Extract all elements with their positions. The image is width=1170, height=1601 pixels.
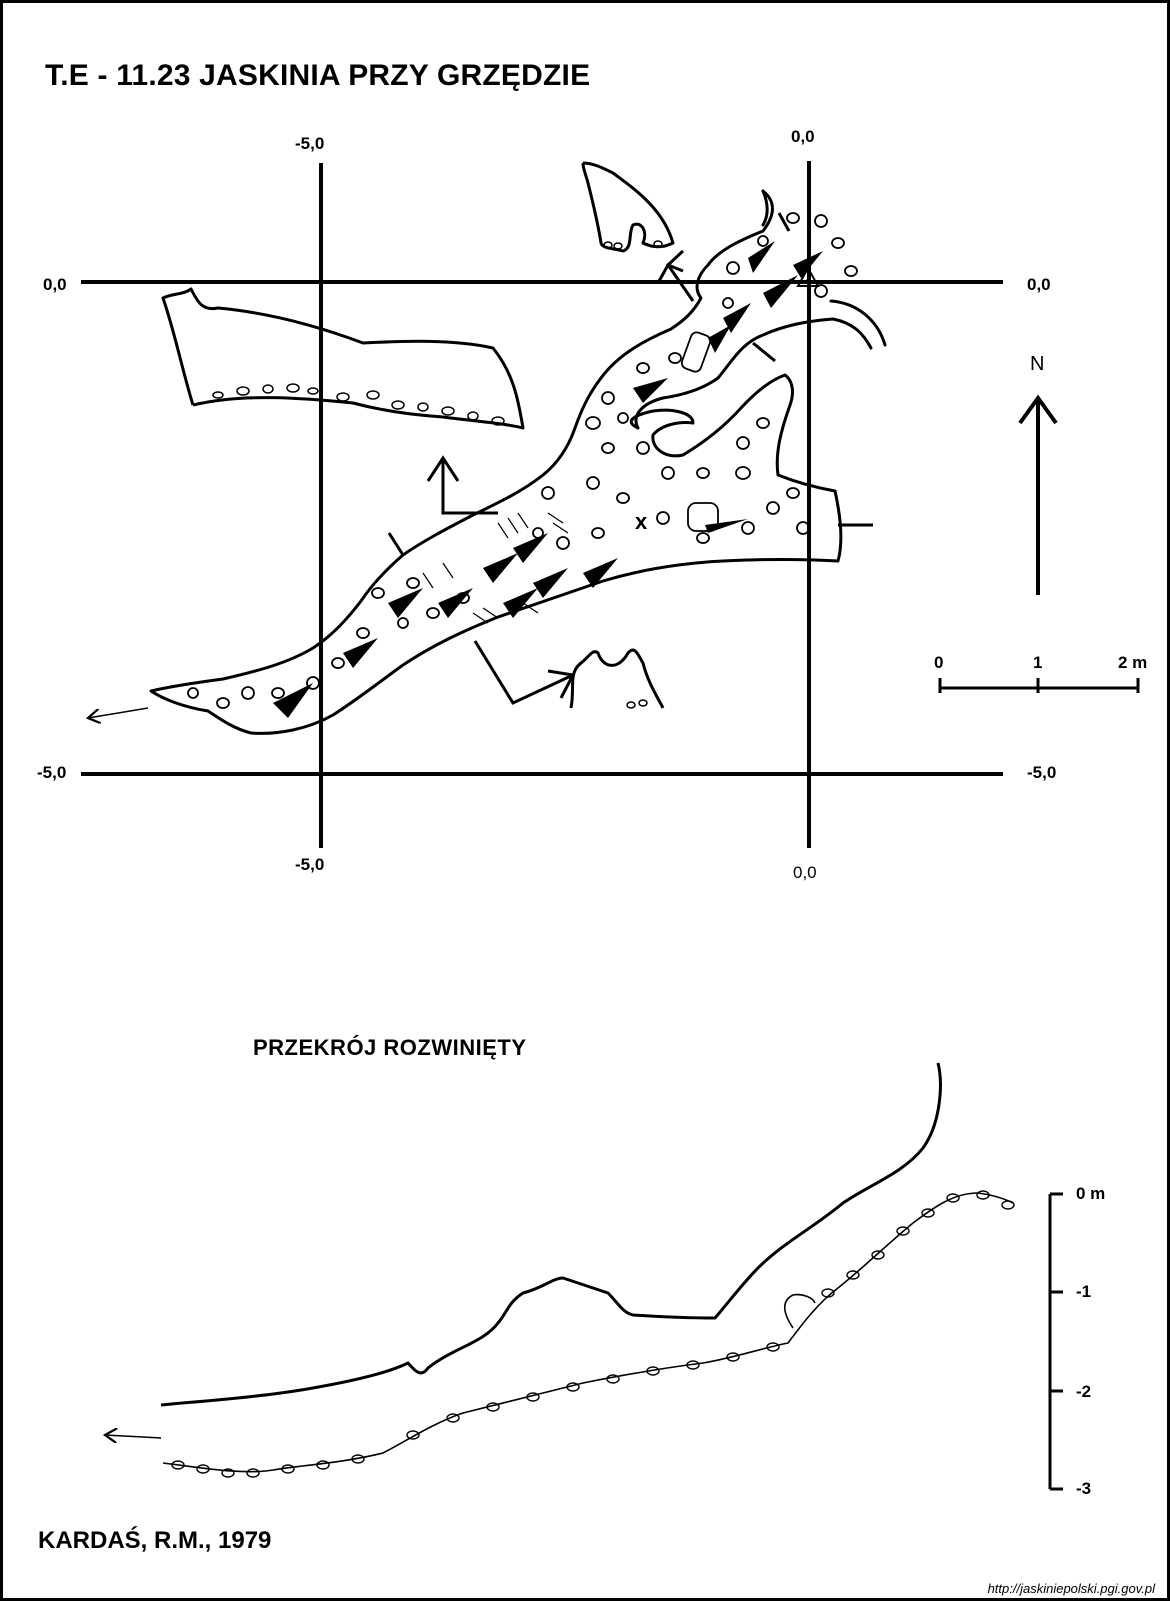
grid-label-x-bottom-left: -5,0 [295,855,325,874]
grid-label-y-right-bottom: -5,0 [1027,763,1057,782]
developed-section-floor [162,1192,1014,1473]
scale-label-2m: 2 m [1118,653,1148,672]
entrance-triangle [796,265,820,287]
grid-label-x-top-right: 0,0 [791,127,815,146]
slope-wedges [273,241,823,718]
developed-section [160,1062,942,1407]
depth-label-2: -2 [1076,1382,1092,1401]
depth-label-0: 0 m [1076,1184,1106,1203]
north-label: N [1030,353,1045,375]
grid-label-y-left-bottom: -5,0 [37,763,67,782]
developed-section-boulders [171,1190,1015,1478]
grid-label-x-top-left: -5,0 [295,134,325,153]
cave-drawing: x [81,161,1140,1491]
grid-label-y-right-top: 0,0 [1027,275,1051,294]
map-title: T.E - 11.23 JASKINIA PRZY GRZĘDZIE [45,59,591,92]
source-url: http://jaskiniepolski.pgi.gov.pl [987,1581,1155,1596]
section-title: PRZEKRÓJ ROZWINIĘTY [253,1035,527,1060]
scale-bar [938,678,1140,693]
coordinate-grid [81,161,1003,848]
x-marker: x [635,509,648,534]
cross-section-profiles [161,161,675,709]
grid-label-x-bottom-right: 0,0 [793,863,817,882]
depth-label-1: -1 [1076,1282,1092,1301]
continuation-arrow-plan [88,707,149,718]
grid-label-y-left-top: 0,0 [43,275,67,294]
scale-label-0: 0 [934,653,944,672]
depth-label-3: -3 [1076,1479,1092,1498]
cave-plan-outline [149,189,887,735]
boulders-plan [187,212,858,709]
continuation-arrow-section [105,1435,162,1438]
north-arrow [1018,394,1058,595]
author-credit: KARDAŚ, R.M., 1979 [38,1527,272,1554]
cross-section-boulders [212,240,663,709]
scale-label-1: 1 [1033,653,1043,672]
sediment-hatching [422,512,569,624]
depth-scale [1048,1192,1063,1491]
